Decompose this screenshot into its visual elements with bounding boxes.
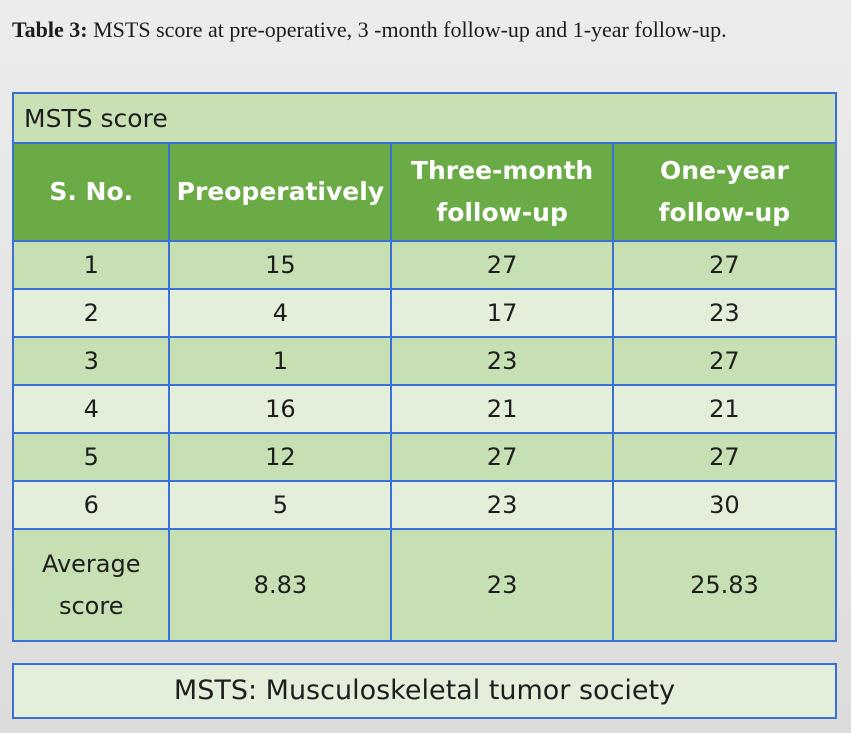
caption-label: Table 3: — [12, 17, 88, 42]
cell-three-month: 23 — [390, 336, 614, 386]
table-title: MSTS score — [12, 92, 837, 144]
abbreviation-footnote: MSTS: Musculoskeletal tumor society — [12, 663, 837, 719]
msts-score-table: MSTS score S. No. Preoperatively Three-m… — [11, 92, 838, 642]
cell-average-one-year: 25.83 — [611, 528, 838, 642]
cell-three-month: 23 — [390, 480, 614, 530]
cell-three-month: 27 — [390, 240, 614, 290]
cell-sno: 5 — [11, 432, 171, 482]
cell-one-year: 27 — [611, 336, 838, 386]
cell-preop: 5 — [168, 480, 393, 530]
header-sno: S. No. — [11, 142, 171, 242]
cell-sno: 3 — [11, 336, 171, 386]
table-row: 1 15 27 27 — [11, 240, 838, 290]
cell-preop: 12 — [168, 432, 393, 482]
cell-average-three-month: 23 — [390, 528, 614, 642]
header-one-year-label: One-year follow-up — [658, 156, 791, 227]
cell-sno: 6 — [11, 480, 171, 530]
cell-three-month: 17 — [390, 288, 614, 338]
cell-one-year: 21 — [611, 384, 838, 434]
cell-sno: 4 — [11, 384, 171, 434]
header-preoperatively: Preoperatively — [168, 142, 393, 242]
table-row: 4 16 21 21 — [11, 384, 838, 434]
cell-one-year: 30 — [611, 480, 838, 530]
header-three-month: Three-month follow-up — [390, 142, 614, 242]
cell-average-label: Average score — [11, 528, 171, 642]
cell-one-year: 27 — [611, 240, 838, 290]
cell-three-month: 27 — [390, 432, 614, 482]
table-caption: Table 3: MSTS score at pre-operative, 3 … — [12, 14, 842, 46]
cell-preop: 1 — [168, 336, 393, 386]
average-row: Average score 8.83 23 25.83 — [11, 528, 838, 642]
header-row: S. No. Preoperatively Three-month follow… — [11, 142, 838, 242]
cell-three-month: 21 — [390, 384, 614, 434]
cell-one-year: 27 — [611, 432, 838, 482]
cell-sno: 2 — [11, 288, 171, 338]
cell-average-preop: 8.83 — [168, 528, 393, 642]
header-three-month-label: Three-month follow-up — [410, 156, 594, 227]
caption-text: MSTS score at pre-operative, 3 -month fo… — [87, 17, 727, 42]
cell-preop: 15 — [168, 240, 393, 290]
cell-sno: 1 — [11, 240, 171, 290]
cell-one-year: 23 — [611, 288, 838, 338]
table-row: 3 1 23 27 — [11, 336, 838, 386]
table-row: 6 5 23 30 — [11, 480, 838, 530]
average-label: Average score — [41, 550, 141, 620]
cell-preop: 16 — [168, 384, 393, 434]
table-row: 2 4 17 23 — [11, 288, 838, 338]
cell-preop: 4 — [168, 288, 393, 338]
header-one-year: One-year follow-up — [611, 142, 838, 242]
table-row: 5 12 27 27 — [11, 432, 838, 482]
table-title-row: MSTS score — [12, 92, 837, 144]
